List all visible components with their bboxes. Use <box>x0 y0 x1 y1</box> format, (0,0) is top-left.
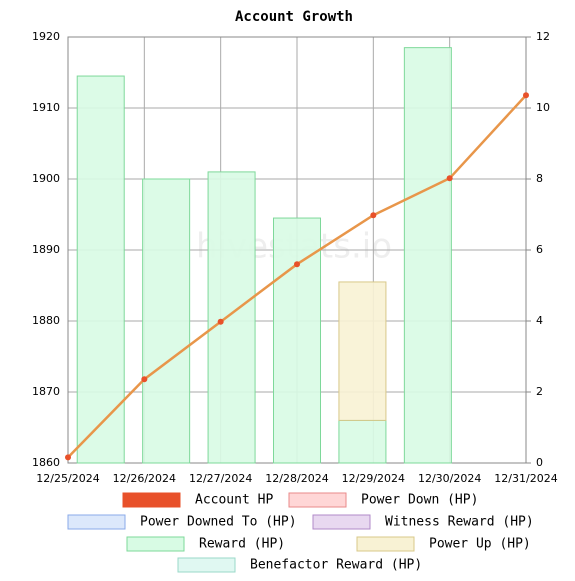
legend-swatch <box>177 557 236 573</box>
y-tick-label: 1860 <box>32 456 60 469</box>
x-tick-label: 12/25/2024 <box>36 472 99 485</box>
legend-label: Account HP <box>195 493 273 508</box>
y2-tick-label: 2 <box>536 385 543 398</box>
y-tick-label: 1870 <box>32 385 60 398</box>
x-tick-label: 12/29/2024 <box>342 472 405 485</box>
y-tick-label: 1920 <box>32 30 60 43</box>
bar <box>273 217 321 464</box>
point <box>294 261 300 268</box>
x-tick-label: 12/26/2024 <box>113 472 176 485</box>
y2-tick-label: 10 <box>536 101 550 114</box>
y2-tick-label: 8 <box>536 172 543 185</box>
x-tick-label: 12/30/2024 <box>418 472 481 485</box>
x-tick-label: 12/28/2024 <box>265 472 328 485</box>
chart-title: Account Growth <box>235 9 353 25</box>
legend-swatch <box>356 536 415 552</box>
y-tick-label: 1910 <box>32 101 60 114</box>
legend-label: Benefactor Reward (HP) <box>250 558 422 573</box>
point <box>370 212 377 219</box>
legend-swatch <box>312 514 371 530</box>
legend-label: Power Downed To (HP) <box>140 515 297 530</box>
legend-swatch <box>288 492 347 508</box>
x-tick-label: 12/27/2024 <box>189 472 252 485</box>
y-tick-label: 1900 <box>32 172 60 185</box>
legend-label: Power Down (HP) <box>361 493 478 508</box>
x-tick-label: 12/31/2024 <box>494 472 557 485</box>
point <box>523 92 529 99</box>
bar <box>207 171 256 464</box>
point <box>217 318 224 325</box>
legend-label: Witness Reward (HP) <box>385 515 534 530</box>
bar <box>338 419 387 464</box>
legend-swatch <box>126 536 185 552</box>
point <box>65 454 71 461</box>
legend-label: Reward (HP) <box>199 537 285 552</box>
y-tick-label: 1880 <box>32 314 60 327</box>
y2-tick-label: 12 <box>536 30 550 43</box>
point <box>141 376 148 383</box>
y-tick-label: 1890 <box>32 243 60 256</box>
y2-tick-label: 4 <box>536 314 543 327</box>
bar <box>338 281 387 421</box>
legend-label: Power Up (HP) <box>429 537 531 552</box>
legend-swatch <box>122 492 181 508</box>
bar <box>403 47 452 464</box>
bar <box>76 75 125 464</box>
y2-tick-label: 6 <box>536 243 543 256</box>
point <box>446 175 453 182</box>
legend-swatch <box>67 514 126 530</box>
y2-tick-label: 0 <box>536 456 543 469</box>
bar <box>142 178 191 464</box>
